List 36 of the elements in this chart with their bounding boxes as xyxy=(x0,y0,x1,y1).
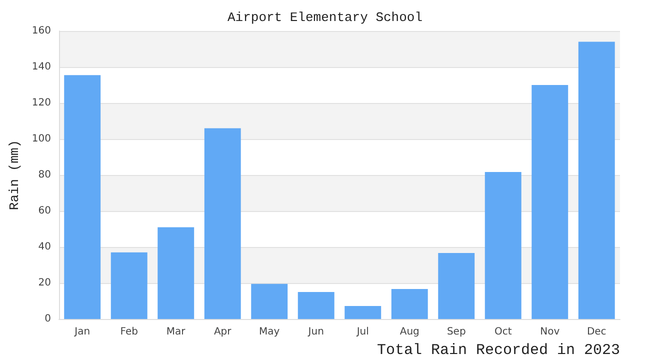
bar xyxy=(578,42,615,319)
x-tick-label: Apr xyxy=(214,326,232,338)
x-tick-label: Oct xyxy=(494,326,512,338)
x-tick-label: Feb xyxy=(120,326,138,338)
bar xyxy=(298,292,334,319)
y-tick-label: 80 xyxy=(38,170,51,180)
chart-title: Airport Elementary School xyxy=(227,10,423,25)
y-tick-label: 160 xyxy=(32,26,51,36)
x-tick-label: Aug xyxy=(400,326,420,338)
x-tick-label: Jan xyxy=(74,326,90,338)
bar xyxy=(110,252,148,319)
bar xyxy=(344,306,382,319)
y-tick-label: 20 xyxy=(38,278,51,288)
x-tick-label: Nov xyxy=(540,326,560,338)
text: Total Rain Recorded in 2023 xyxy=(376,342,620,359)
bar xyxy=(158,227,194,319)
bar xyxy=(204,128,241,319)
x-tick-label: Jun xyxy=(307,326,324,338)
y-tick-label: 0 xyxy=(44,314,51,324)
bar xyxy=(484,172,522,319)
y-tick-label: 60 xyxy=(38,206,51,216)
x-tick-label: Dec xyxy=(586,326,606,338)
x-tick-label: Mar xyxy=(166,326,186,338)
x-tick-label: Jul xyxy=(356,326,369,338)
x-tick-label: May xyxy=(259,326,280,338)
y-tick-label: 40 xyxy=(38,242,51,252)
x-tick-label: Sep xyxy=(446,326,466,338)
bar xyxy=(438,252,475,319)
y-tick-label: 120 xyxy=(32,98,51,108)
bar xyxy=(251,284,288,319)
y-tick-label: 100 xyxy=(32,134,51,144)
bar xyxy=(532,85,568,319)
y-tick-label: 140 xyxy=(32,62,51,72)
bar xyxy=(64,75,101,319)
bar xyxy=(391,288,428,319)
y-axis-title: Rain (mm) xyxy=(7,140,22,210)
